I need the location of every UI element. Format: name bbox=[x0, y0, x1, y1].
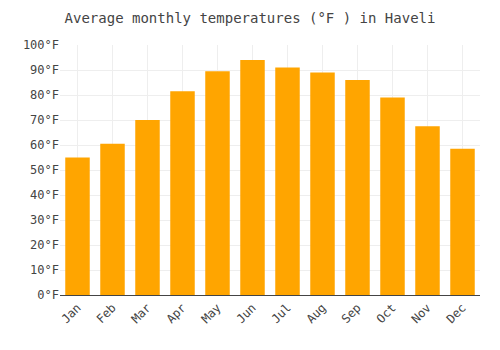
svg-text:Jun: Jun bbox=[234, 301, 259, 326]
svg-text:Sep: Sep bbox=[339, 301, 364, 326]
svg-text:50°F: 50°F bbox=[30, 163, 59, 177]
svg-text:Jul: Jul bbox=[269, 301, 294, 326]
svg-text:Average monthly temperatures (: Average monthly temperatures (°F ) in Ha… bbox=[65, 10, 436, 26]
svg-text:Dec: Dec bbox=[444, 301, 469, 326]
svg-text:70°F: 70°F bbox=[30, 113, 59, 127]
svg-text:100°F: 100°F bbox=[23, 38, 59, 52]
svg-text:May: May bbox=[199, 301, 224, 326]
svg-text:Jan: Jan bbox=[59, 301, 84, 326]
svg-text:60°F: 60°F bbox=[30, 138, 59, 152]
svg-text:Mar: Mar bbox=[129, 301, 154, 326]
svg-text:80°F: 80°F bbox=[30, 88, 59, 102]
svg-text:Apr: Apr bbox=[164, 301, 189, 326]
svg-text:90°F: 90°F bbox=[30, 63, 59, 77]
svg-text:10°F: 10°F bbox=[30, 263, 59, 277]
svg-text:Oct: Oct bbox=[374, 301, 399, 326]
svg-text:Feb: Feb bbox=[94, 301, 119, 326]
svg-text:Nov: Nov bbox=[409, 301, 434, 326]
svg-text:30°F: 30°F bbox=[30, 213, 59, 227]
svg-text:0°F: 0°F bbox=[37, 288, 59, 302]
svg-text:20°F: 20°F bbox=[30, 238, 59, 252]
svg-text:40°F: 40°F bbox=[30, 188, 59, 202]
svg-text:Aug: Aug bbox=[304, 301, 329, 326]
